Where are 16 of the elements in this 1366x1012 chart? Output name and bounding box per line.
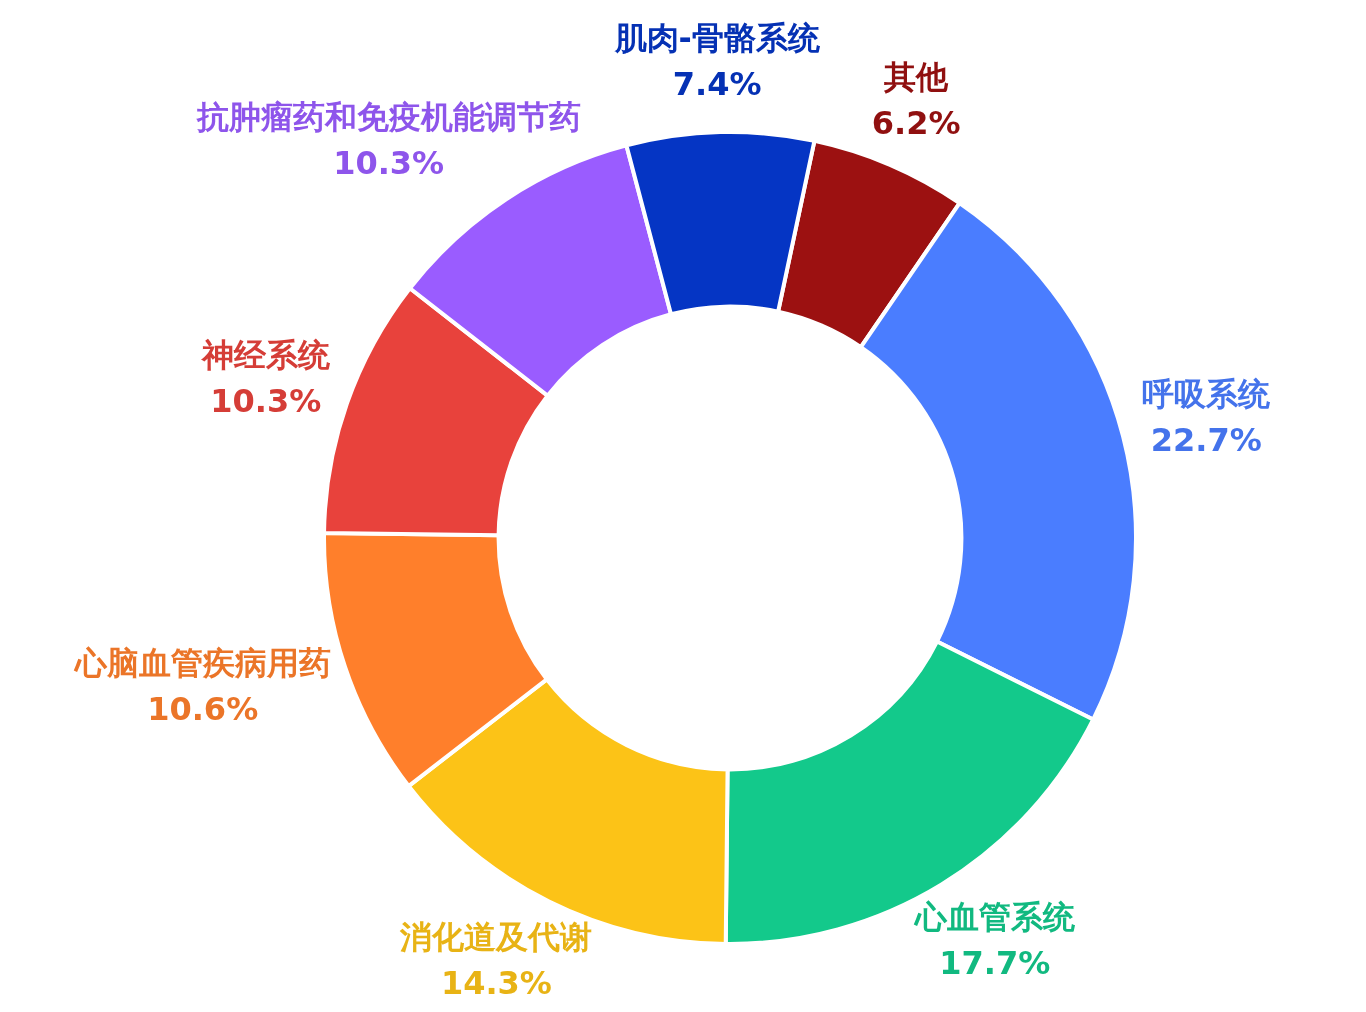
slice-label: 呼吸系统 [1142, 374, 1272, 413]
data-label: 6.2% [871, 103, 961, 142]
slice-label: 神经系统 [199, 336, 331, 375]
data-label: 14.3% [440, 963, 552, 1002]
slice-label: 肌肉-骨骼系统 [613, 19, 821, 58]
slice-label: 消化道及代谢 [399, 917, 593, 956]
slice-label: 抗肿瘤药和免疫机能调节药 [195, 97, 581, 136]
data-label: 10.6% [147, 689, 259, 728]
data-label: 10.3% [333, 143, 445, 182]
data-label: 17.7% [939, 943, 1051, 982]
data-label: 10.3% [210, 382, 322, 421]
slice-label: 心脑血管疾病用药 [72, 643, 331, 682]
slice-label: 心血管系统 [912, 897, 1076, 936]
data-label: 7.4% [672, 65, 762, 104]
data-label: 22.7% [1150, 420, 1262, 459]
slice-label: 其他 [883, 57, 950, 96]
